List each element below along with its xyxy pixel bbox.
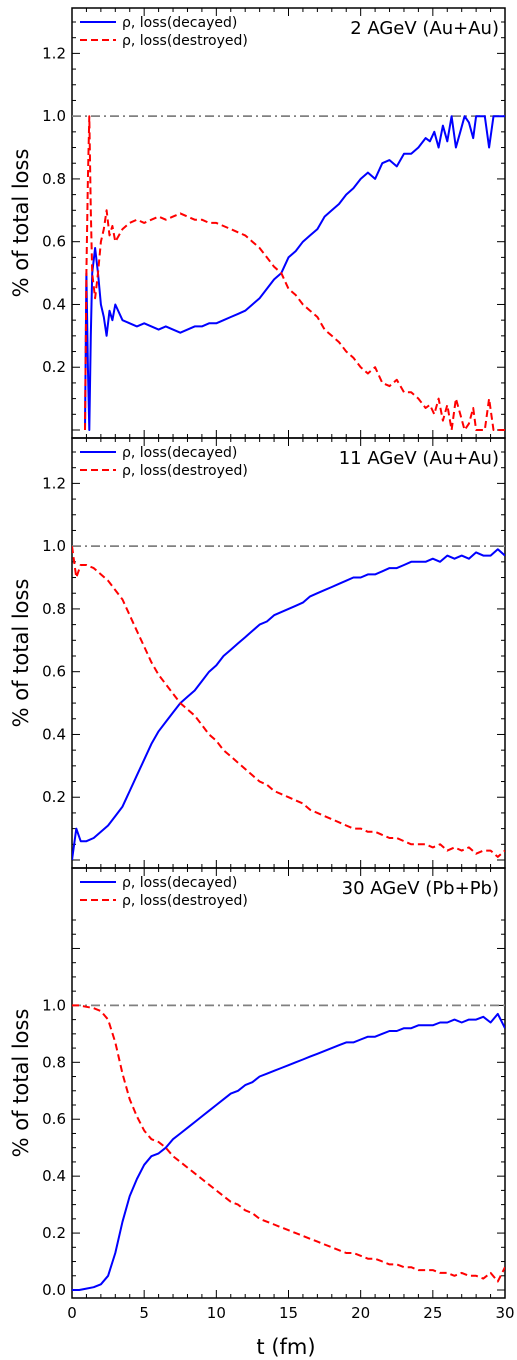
series-line-destroyed <box>84 115 505 431</box>
chart-panel-2: 0.2 0.4 0.6 0.8 1.0 1.2 11 AGeV (Au+Au) ρ, loss… <box>9 437 506 869</box>
x-tick-label: 20 <box>351 1304 370 1322</box>
y-tick-label: 0.6 <box>42 1110 66 1128</box>
y-tick-label: 0.8 <box>42 1053 66 1071</box>
y-tick-label: 0.6 <box>42 233 66 251</box>
y-tick-label: 0.4 <box>42 1167 66 1185</box>
y-tick-label: 1.0 <box>42 537 66 555</box>
y-tick-label: 0.8 <box>42 600 66 618</box>
y-tick-label: 1.2 <box>42 474 66 492</box>
series-line-decayed <box>72 1012 505 1291</box>
series-group <box>72 1004 505 1291</box>
series-line-decayed <box>72 548 505 861</box>
plot-frame <box>71 437 506 869</box>
legend-label: ρ, loss(destroyed) <box>122 893 248 909</box>
x-tick-label: 25 <box>423 1304 442 1322</box>
plot-frame <box>71 867 506 1299</box>
legend-label: ρ, loss(destroyed) <box>122 33 248 49</box>
y-tick-label: 0.2 <box>42 788 66 806</box>
series-line-decayed <box>84 115 505 431</box>
legend: ρ, loss(decayed) ρ, loss(destroyed) <box>80 15 248 49</box>
legend-label: ρ, loss(decayed) <box>122 875 237 891</box>
y-tick-label: 0.2 <box>42 358 66 376</box>
panel-title: 11 AGeV (Au+Au) <box>339 448 499 469</box>
panel-title: 2 AGeV (Au+Au) <box>350 18 499 39</box>
y-tick-label: 0.4 <box>42 295 66 313</box>
y-axis-label: % of total loss <box>9 579 33 728</box>
y-axis-label: % of total loss <box>9 149 33 298</box>
x-tick-label: 10 <box>207 1304 226 1322</box>
chart-panel-3: 0.0 0.2 0.4 0.6 0.8 1.0 30 AGeV (Pb+Pb) ρ, loss… <box>9 867 515 1322</box>
legend-label: ρ, loss(decayed) <box>122 445 237 461</box>
x-tick-label: 15 <box>279 1304 298 1322</box>
y-tick-label: 0.0 <box>42 1281 66 1299</box>
panel-title: 30 AGeV (Pb+Pb) <box>342 878 499 899</box>
legend-label: ρ, loss(decayed) <box>122 15 237 31</box>
plot-frame <box>71 7 506 439</box>
y-axis-label: % of total loss <box>9 1009 33 1158</box>
y-tick-label: 1.2 <box>42 44 66 62</box>
legend: ρ, loss(decayed) ρ, loss(destroyed) <box>80 875 248 909</box>
legend: ρ, loss(decayed) ρ, loss(destroyed) <box>80 445 248 479</box>
series-line-destroyed <box>72 546 505 858</box>
x-tick-label: 0 <box>67 1304 77 1322</box>
series-line-destroyed <box>72 1004 505 1283</box>
y-tick-label: 0.4 <box>42 725 66 743</box>
y-tick-label: 1.0 <box>42 107 66 125</box>
chart-panel-1: 0.2 0.4 0.6 0.8 1.0 1.2 2 AGeV (Au+Au) ρ, loss(… <box>9 7 506 439</box>
y-tick-label: 1.0 <box>42 996 66 1014</box>
x-axis-label: t (fm) <box>256 1335 315 1359</box>
series-group <box>72 546 505 861</box>
x-tick-label: 30 <box>495 1304 514 1322</box>
y-tick-label: 0.2 <box>42 1224 66 1242</box>
x-tick-label: 5 <box>139 1304 149 1322</box>
legend-label: ρ, loss(destroyed) <box>122 463 248 479</box>
series-group <box>84 115 505 431</box>
y-tick-label: 0.6 <box>42 663 66 681</box>
y-tick-label: 0.8 <box>42 170 66 188</box>
